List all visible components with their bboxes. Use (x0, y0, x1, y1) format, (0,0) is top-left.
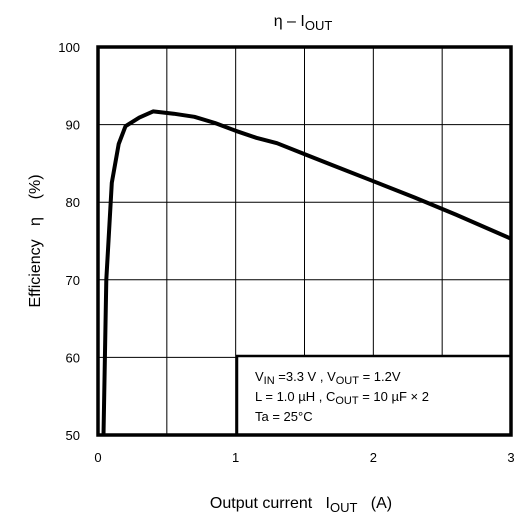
chart-title-subscript: OUT (305, 18, 333, 33)
annotation-line-2: L = 1.0 µH , COUT = 10 µF × 2 (255, 389, 429, 407)
x-tick-label: 1 (232, 450, 239, 465)
annotation-text: Ta = 25°C (255, 409, 313, 424)
y-tick-label: 50 (66, 428, 80, 443)
y-tick-label: 70 (66, 273, 80, 288)
x-tick-label: 2 (370, 450, 377, 465)
plot-frame (96, 45, 513, 437)
annotation-subscript: IN (264, 375, 275, 387)
chart-title-main: η – I (274, 13, 305, 30)
annotation-text: = 1.2V (359, 369, 401, 384)
y-tick-label: 80 (66, 195, 80, 210)
annotation-text: = 10 µF × 2 (359, 389, 429, 404)
annotation-subscript: OUT (335, 395, 359, 407)
x-axis-label-main: Output current I (210, 495, 330, 512)
chart-title: η – IOUT (274, 13, 333, 33)
x-axis-label-unit: (A) (357, 495, 392, 512)
x-axis-label-subscript: OUT (330, 500, 358, 515)
annotation-text: L = 1.0 µH , C (255, 389, 335, 404)
y-axis-label: Efficiency η (%) (27, 174, 44, 307)
annotation-text: V (255, 369, 264, 384)
x-axis-label: Output current IOUT (A) (210, 495, 392, 515)
x-tick-label: 0 (94, 450, 101, 465)
efficiency-curve (101, 109, 512, 436)
y-tick-label: 90 (66, 118, 80, 133)
y-tick-label: 100 (58, 40, 80, 55)
annotation-line-3: Ta = 25°C (255, 409, 313, 424)
annotation-line-1: VIN =3.3 V , VOUT = 1.2V (255, 369, 401, 387)
y-tick-label: 60 (66, 350, 80, 365)
x-tick-label: 3 (507, 450, 514, 465)
series-layer (101, 109, 512, 436)
tick-labels: 50 60 70 80 90 100 0 1 2 3 (58, 40, 514, 465)
annotation-subscript: OUT (336, 375, 360, 387)
annotation-text: =3.3 V , V (275, 369, 336, 384)
